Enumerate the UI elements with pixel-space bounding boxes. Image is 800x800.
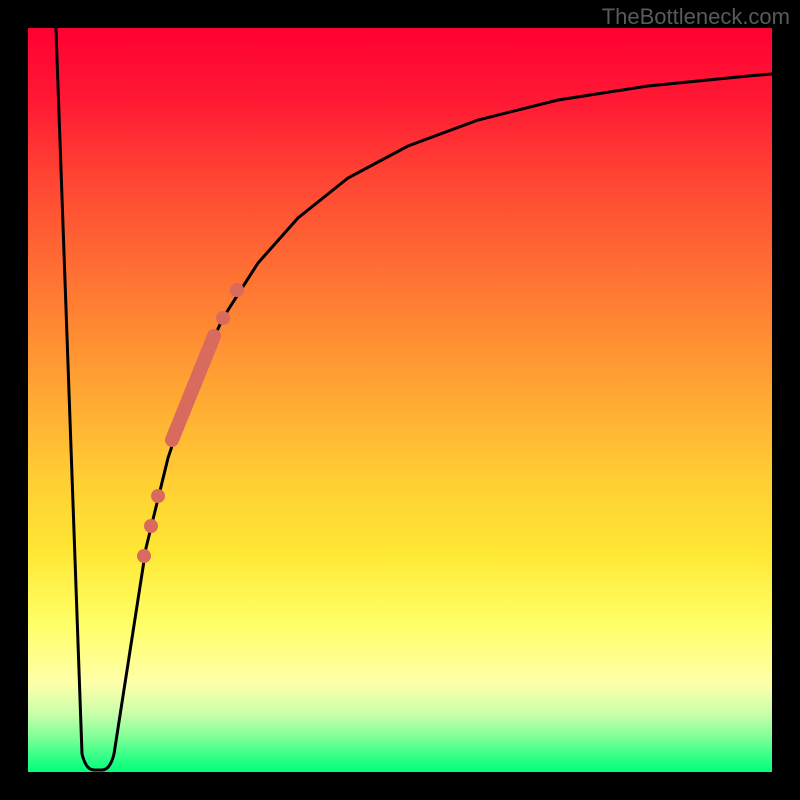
bottleneck-curve [56,28,772,770]
highlight-dot [137,549,151,563]
highlight-dot [230,283,244,297]
chart-svg [28,28,772,772]
highlight-dot [151,489,165,503]
chart-container: TheBottleneck.com [0,0,800,800]
highlight-dot [144,519,158,533]
watermark-text: TheBottleneck.com [602,4,790,30]
chart-plot-area [28,28,772,772]
highlight-bar [172,336,214,440]
highlight-dot [216,311,230,325]
